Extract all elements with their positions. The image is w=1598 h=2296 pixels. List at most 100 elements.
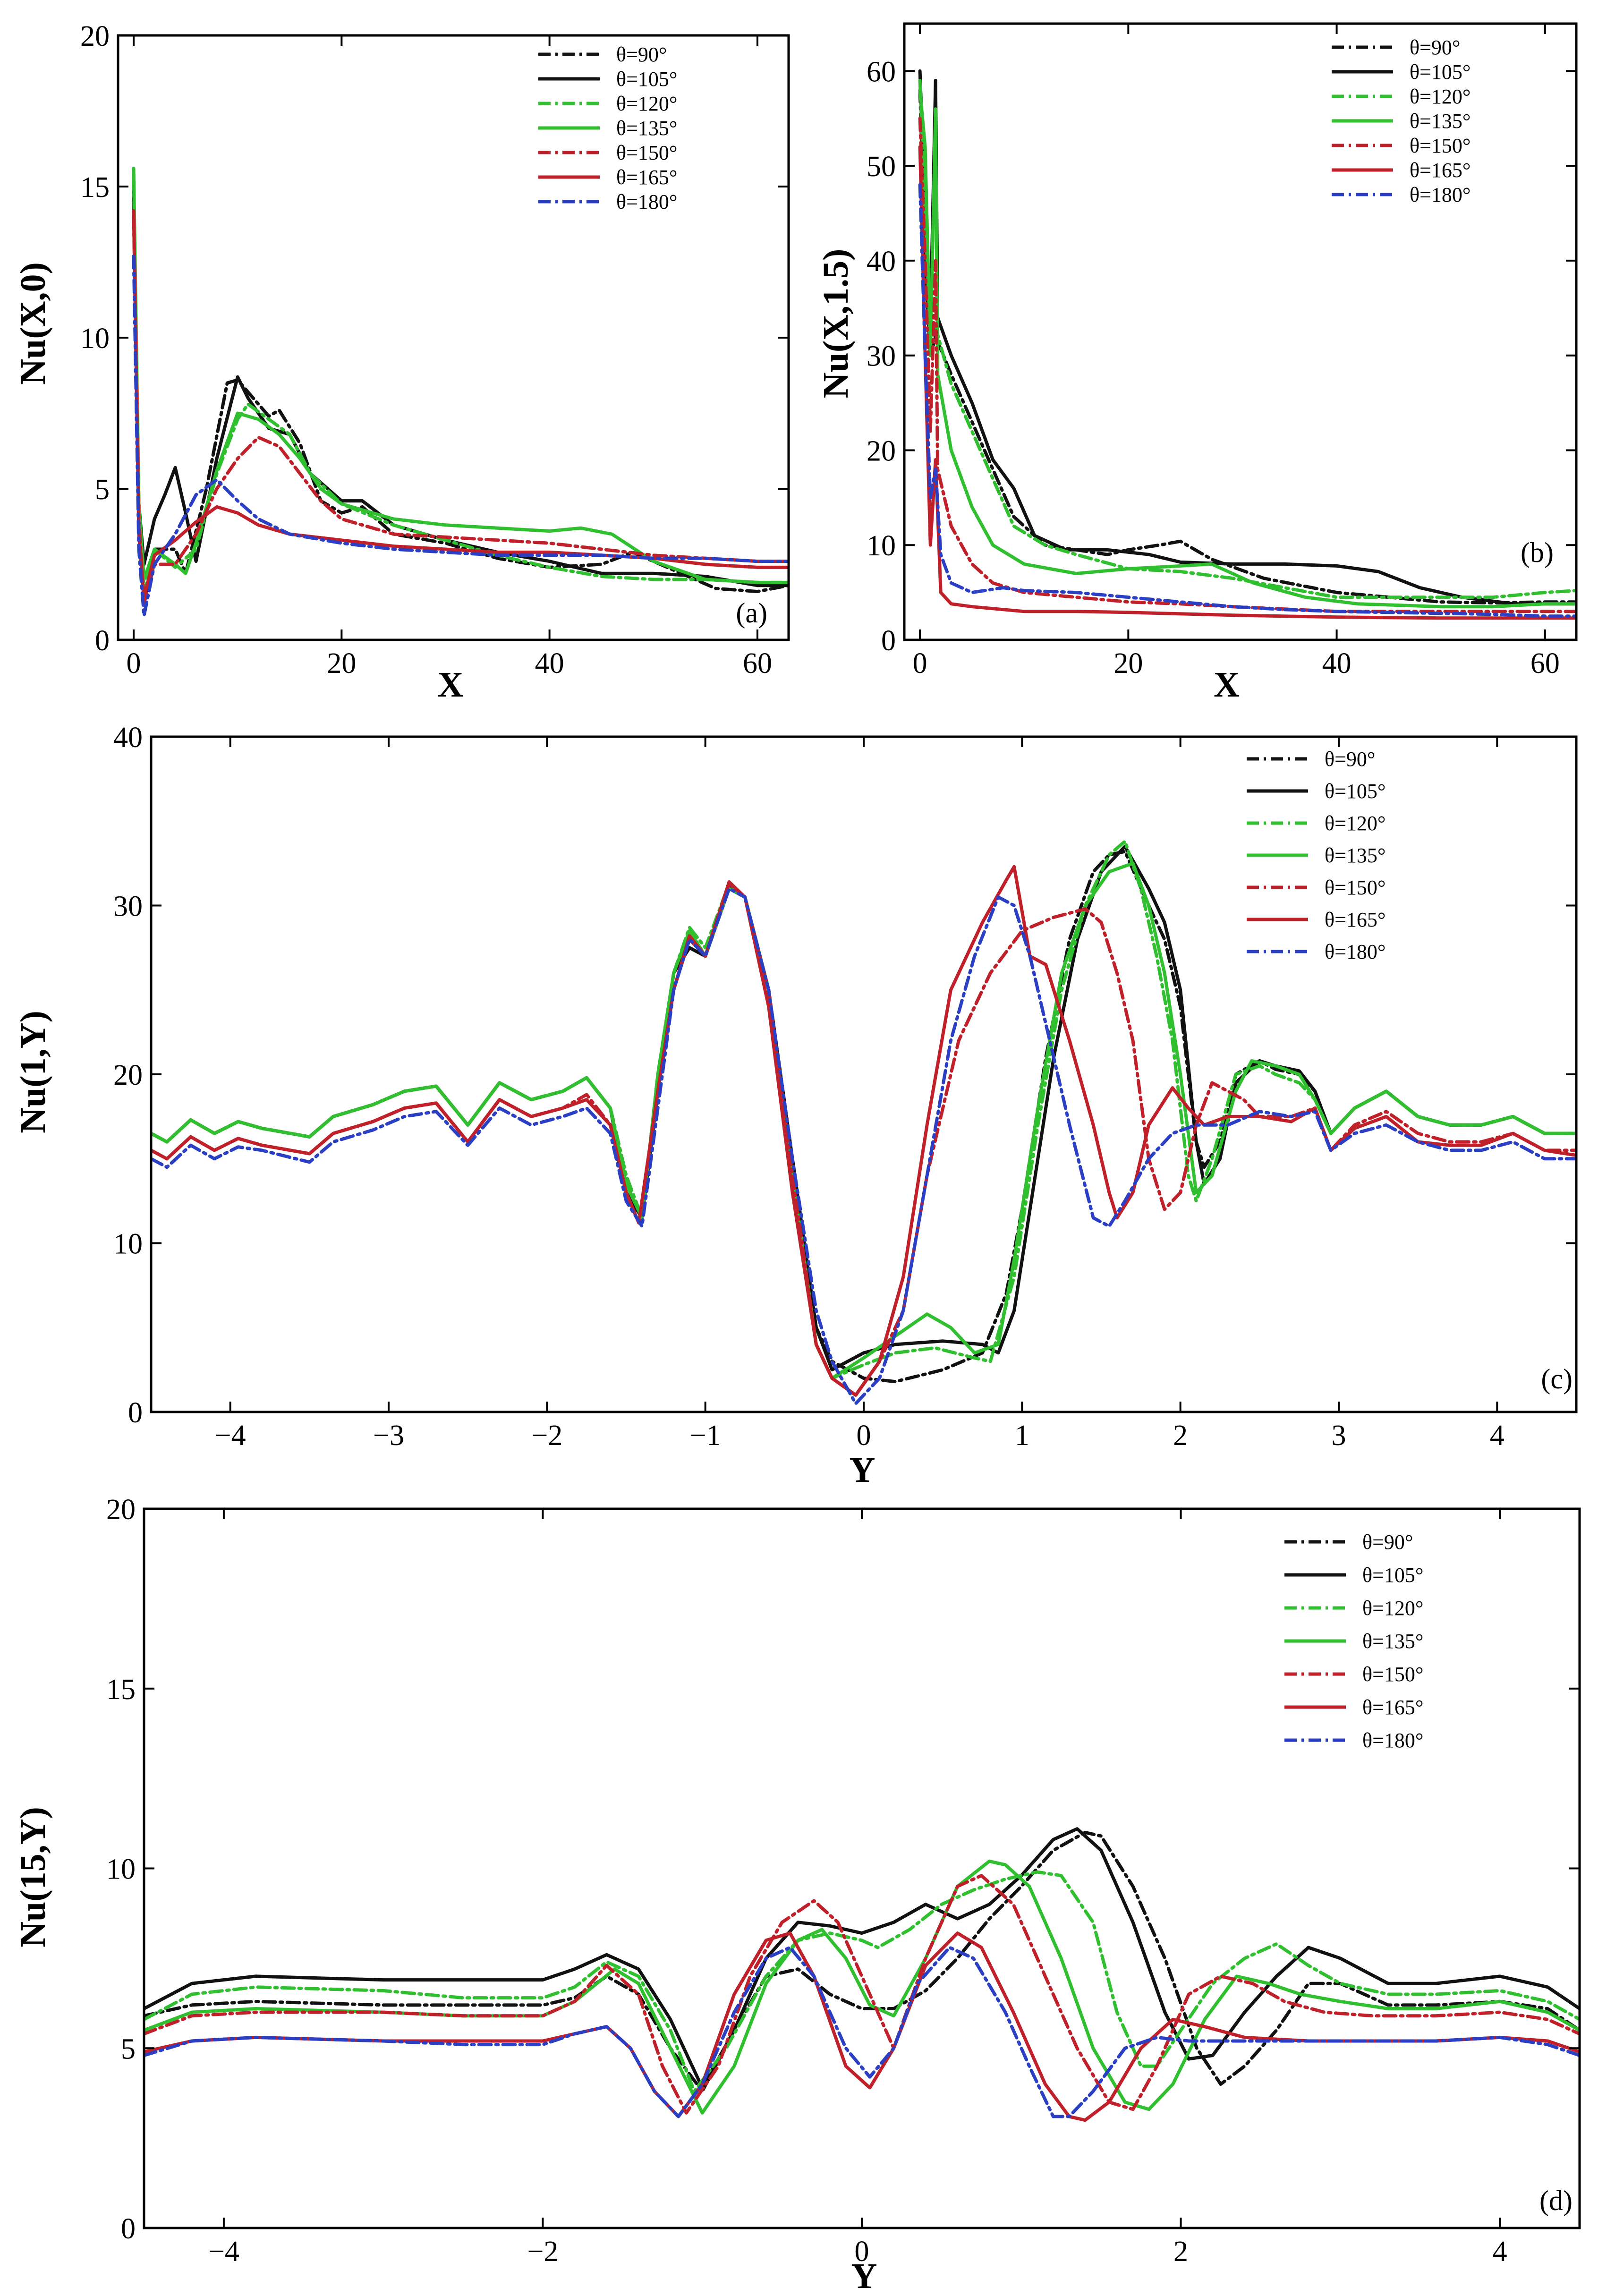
panel-d-x-tick-label: −4 bbox=[208, 2236, 239, 2268]
panel-c-series-group bbox=[151, 840, 1576, 1405]
panel-b-legend: θ=90°θ=105°θ=120°θ=135°θ=150°θ=165°θ=180… bbox=[1332, 36, 1471, 206]
panel-b-x-tick-label: 0 bbox=[913, 647, 927, 680]
panel-c-series-180-line bbox=[151, 887, 1576, 1405]
panel-b-x-tick-label: 40 bbox=[1322, 647, 1352, 680]
panel-a-y-tick-label: 20 bbox=[80, 20, 110, 52]
panel-b-legend-label: θ=150° bbox=[1410, 134, 1471, 157]
panel-a-legend-label: θ=120° bbox=[616, 92, 678, 115]
panel-d-legend-label: θ=105° bbox=[1362, 1564, 1424, 1587]
panel-c-x-tick-label: 0 bbox=[857, 1420, 871, 1452]
panel-d-series-group bbox=[144, 1827, 1580, 2122]
panel-d-series-90-line bbox=[144, 1830, 1580, 2093]
panel-a-legend: θ=90°θ=105°θ=120°θ=135°θ=150°θ=165°θ=180… bbox=[538, 43, 678, 213]
panel-a-legend-label: θ=165° bbox=[616, 166, 678, 189]
panel-c-legend: θ=90° θ=105° θ=120° θ=135° θ=150° θ=165° θ=180… bbox=[1247, 748, 1386, 963]
panel-d-series-180-line bbox=[144, 1946, 1580, 2118]
panel-b-y-tick-label: 10 bbox=[867, 530, 896, 562]
panel-b-y-tick-label: 40 bbox=[867, 246, 896, 278]
panel-a: Nu(X,0) X (a) 0 20 40 60 0 5 10 15 20 θ=90°θ=105°… bbox=[13, 20, 790, 705]
panel-a-legend-label: θ=150° bbox=[616, 141, 678, 164]
panel-d-legend-label: θ=150° bbox=[1362, 1663, 1424, 1686]
panel-b-series-90-line bbox=[918, 88, 1576, 605]
panel-c-x-tick-label: 4 bbox=[1490, 1420, 1504, 1452]
panel-d: Nu(15,Y) Y (d) −4 −2 0 2 4 0 5 10 15 20 θ=90° θ=105… bbox=[13, 1494, 1581, 2296]
panel-c-legend-label: θ=105° bbox=[1325, 780, 1386, 803]
panel-d-y-tick-label: 0 bbox=[121, 2213, 136, 2245]
panel-d-x-tick-label: −2 bbox=[527, 2236, 558, 2268]
panel-c-legend-label: θ=180° bbox=[1325, 940, 1386, 963]
panel-b-series-135-line bbox=[918, 88, 1576, 609]
panel-d-ylabel: Nu(15,Y) bbox=[13, 1807, 53, 1947]
panel-d-legend-label: θ=90° bbox=[1362, 1531, 1413, 1554]
panel-d-series-150-line bbox=[144, 1874, 1580, 2115]
panel-c-series-135-line bbox=[151, 861, 1576, 1380]
panel-d-series-135-line bbox=[144, 1859, 1580, 2115]
panel-b-xlabel: X bbox=[1214, 665, 1240, 705]
panel-c-y-tick-label: 30 bbox=[113, 891, 143, 923]
panel-c-y-tick-label: 0 bbox=[128, 1397, 143, 1429]
panel-a-series-group bbox=[132, 167, 789, 618]
panel-b-y-tick-label: 20 bbox=[867, 435, 896, 467]
panel-b-legend-label: θ=180° bbox=[1410, 183, 1471, 206]
panel-d-x-tick-label: 0 bbox=[855, 2236, 869, 2268]
panel-c-x-tick-label: 3 bbox=[1332, 1420, 1346, 1452]
panel-a-series-120-line bbox=[132, 176, 789, 596]
panel-c-legend-label: θ=165° bbox=[1325, 908, 1386, 931]
panel-a-y-tick-label: 0 bbox=[95, 625, 110, 657]
panel-b-y-tick-label: 0 bbox=[881, 625, 896, 657]
panel-a-y-tick-label: 5 bbox=[95, 474, 110, 506]
panel-d-x-tick-label: 2 bbox=[1173, 2236, 1188, 2268]
panel-b-legend-label: θ=120° bbox=[1410, 85, 1471, 108]
panel-b-legend-label: θ=135° bbox=[1410, 110, 1471, 133]
panel-d-legend: θ=90° θ=105° θ=120° θ=135° θ=150° θ=165° θ=180… bbox=[1284, 1531, 1424, 1752]
panel-a-tag: (a) bbox=[736, 597, 767, 629]
panel-b-series-105-line bbox=[918, 69, 1576, 606]
panel-c: Nu(1,Y) Y (c) −4 −3 −2 −1 0 1 2 3 4010203040θ=90… bbox=[13, 722, 1578, 1490]
panel-a-legend-label: θ=105° bbox=[616, 68, 678, 91]
panel-d-legend-label: θ=165° bbox=[1362, 1696, 1424, 1719]
panel-c-y-tick-label: 10 bbox=[113, 1228, 143, 1260]
panel-c-plot-frame bbox=[150, 735, 1578, 1413]
panel-b: Nu(X,1.5) X (b) 0 20 40 60 0 10 20 30 40 50 60 θ=90… bbox=[816, 22, 1578, 705]
panel-d-x-tick-label: 4 bbox=[1493, 2236, 1507, 2268]
panel-a-x-tick-label: 0 bbox=[127, 647, 141, 680]
panel-c-ylabel: Nu(1,Y) bbox=[13, 1011, 53, 1133]
panel-c-series-165-line bbox=[151, 865, 1576, 1397]
panel-a-legend-label: θ=90° bbox=[616, 43, 667, 66]
panel-d-y-tick-label: 5 bbox=[121, 2033, 136, 2065]
panel-b-x-tick-label: 20 bbox=[1114, 647, 1143, 680]
panel-c-y-tick-label: 20 bbox=[113, 1059, 143, 1091]
panel-c-legend-label: θ=135° bbox=[1325, 844, 1386, 867]
panel-a-series-150-line bbox=[132, 215, 789, 605]
panel-b-series-group bbox=[918, 69, 1576, 620]
panel-c-x-tick-label: −3 bbox=[373, 1420, 404, 1452]
panel-b-ylabel: Nu(X,1.5) bbox=[816, 249, 856, 399]
panel-a-y-tick-label: 10 bbox=[80, 323, 110, 355]
panel-c-x-tick-label: 1 bbox=[1015, 1420, 1029, 1452]
panel-b-y-tick-label: 50 bbox=[867, 151, 896, 183]
panel-b-y-tick-label: 60 bbox=[867, 56, 896, 88]
panel-a-series-135-line bbox=[132, 167, 789, 584]
panel-a-xlabel: X bbox=[438, 665, 464, 705]
panel-c-xlabel: Y bbox=[850, 1450, 876, 1490]
panel-c-x-tick-label: −1 bbox=[690, 1420, 721, 1452]
panel-d-legend-label: θ=120° bbox=[1362, 1597, 1424, 1620]
panel-d-y-tick-label: 15 bbox=[106, 1674, 136, 1706]
panel-d-tag: (d) bbox=[1539, 2185, 1572, 2216]
panel-d-y-tick-label: 20 bbox=[106, 1494, 136, 1526]
panel-b-y-tick-label: 30 bbox=[867, 340, 896, 373]
panel-d-series-120-line bbox=[144, 1870, 1580, 2093]
panel-c-legend-label: θ=120° bbox=[1325, 812, 1386, 835]
panel-d-legend-label: θ=135° bbox=[1362, 1630, 1424, 1653]
panel-c-y-tick-label: 40 bbox=[113, 722, 143, 754]
panel-a-legend-label: θ=180° bbox=[616, 190, 678, 213]
panel-b-plot-frame bbox=[903, 22, 1578, 641]
panel-d-xlabel: Y bbox=[851, 2256, 877, 2296]
panel-a-y-tick-label: 15 bbox=[80, 171, 110, 204]
panel-b-x-tick-label: 60 bbox=[1530, 647, 1560, 680]
panel-c-tag: (c) bbox=[1541, 1363, 1572, 1395]
panel-a-series-180-line bbox=[132, 254, 789, 618]
panel-c-x-tick-label: 2 bbox=[1173, 1420, 1188, 1452]
panel-a-x-tick-label: 40 bbox=[535, 647, 564, 680]
